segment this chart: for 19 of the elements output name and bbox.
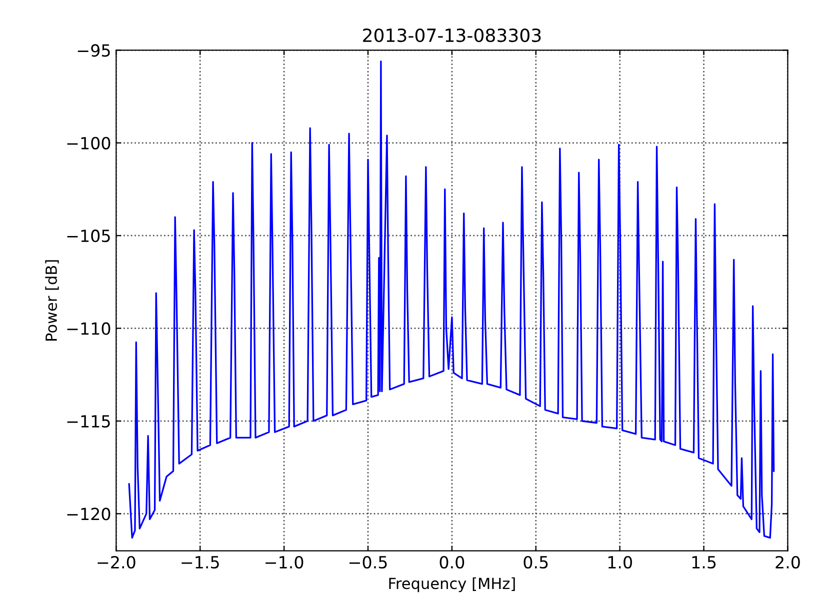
y-tick-label: −110 — [67, 322, 110, 335]
y-tick-label: −95 — [78, 44, 110, 57]
line-series — [128, 60, 775, 539]
x-tick-label: −0.5 — [350, 556, 387, 569]
x-tick-label: −2.0 — [98, 556, 136, 569]
y-tick-label: −105 — [67, 230, 110, 242]
x-tick-label: 0.5 — [524, 556, 548, 569]
x-tick-label: −1.5 — [182, 556, 219, 569]
x-tick-label: −1.0 — [266, 556, 304, 569]
x-tick-label: 1.5 — [692, 556, 716, 569]
y-axis-title: Power [dB] — [45, 260, 59, 341]
x-tick-label: 0.0 — [440, 556, 464, 569]
y-tick-label: −100 — [67, 136, 110, 150]
x-tick-label: 1.0 — [608, 556, 632, 569]
x-tick-label: 2.0 — [776, 556, 800, 569]
chart-title: 2013-07-13-083303 — [363, 28, 541, 42]
y-tick-label: −115 — [67, 415, 110, 428]
y-tick-label: −120 — [67, 508, 110, 520]
x-axis-title: Frequency [MHz] — [389, 577, 515, 592]
